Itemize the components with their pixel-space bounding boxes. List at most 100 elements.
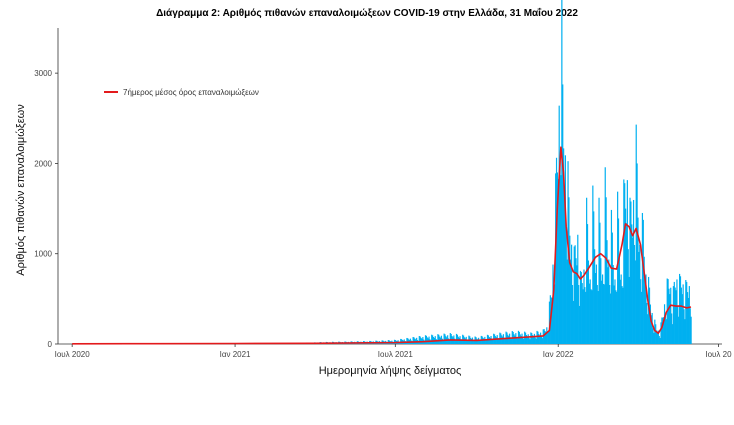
bar — [538, 333, 540, 344]
bar — [678, 316, 680, 344]
bar — [631, 224, 633, 344]
bar — [516, 338, 519, 344]
bar — [653, 332, 655, 344]
bar — [547, 330, 550, 344]
bar — [616, 291, 618, 344]
legend: 7ήμερος μέσος όρος επαναλοιμώξεων — [104, 88, 259, 97]
bar — [524, 332, 527, 344]
bar — [528, 337, 530, 344]
bar — [400, 338, 402, 344]
bar — [607, 267, 609, 344]
bar — [441, 338, 443, 344]
bar — [522, 337, 524, 344]
bar — [605, 197, 607, 344]
bar — [595, 264, 597, 344]
bar — [526, 336, 528, 344]
bar — [535, 338, 537, 344]
bars-layer — [314, 0, 692, 345]
bar — [431, 334, 433, 344]
bar — [527, 334, 529, 344]
bar — [602, 283, 605, 344]
bar — [508, 336, 510, 344]
bar — [647, 314, 649, 344]
bar — [497, 338, 499, 344]
bar — [665, 319, 667, 344]
bar — [434, 336, 436, 344]
bar — [467, 340, 469, 344]
bar — [482, 337, 484, 344]
bar — [418, 336, 420, 344]
bar — [580, 272, 582, 344]
bar — [560, 175, 562, 344]
bar — [651, 312, 653, 344]
bar — [495, 337, 497, 344]
bar — [442, 339, 444, 344]
bar — [556, 172, 559, 344]
bar — [668, 288, 670, 344]
bar — [424, 335, 427, 344]
bar — [642, 219, 644, 344]
bar — [437, 334, 439, 344]
bar — [635, 124, 637, 344]
bar — [685, 280, 687, 344]
bar — [579, 270, 582, 344]
bar — [598, 197, 600, 344]
bar — [412, 336, 414, 344]
bar — [537, 331, 539, 344]
bar — [510, 338, 512, 344]
bar — [617, 218, 620, 344]
bar — [660, 322, 662, 344]
bar — [638, 251, 640, 344]
bar — [689, 308, 691, 344]
bar — [461, 340, 463, 344]
bar — [657, 330, 659, 344]
bar — [682, 284, 684, 344]
bar — [485, 339, 487, 344]
bar — [554, 284, 556, 344]
bar — [470, 338, 473, 344]
bar — [667, 279, 669, 344]
bar — [541, 338, 543, 344]
bar — [663, 317, 665, 344]
bar — [447, 338, 450, 344]
bar — [569, 235, 571, 344]
bar — [609, 293, 612, 344]
x-tick-label: Ιαν 2021 — [220, 350, 251, 359]
bar — [581, 283, 583, 344]
bar — [519, 334, 521, 344]
legend-label-moving-average: 7ήμερος μέσος όρος επαναλοιμώξεων — [123, 88, 259, 97]
bar — [656, 333, 659, 344]
bar — [594, 249, 596, 344]
bar — [431, 335, 434, 344]
bar — [690, 316, 692, 344]
bar — [576, 265, 578, 344]
bar — [559, 160, 561, 344]
bar — [486, 340, 488, 344]
bar — [641, 212, 644, 344]
bar — [620, 274, 622, 344]
bar — [483, 338, 485, 344]
bar — [679, 276, 682, 344]
bar — [422, 337, 424, 344]
bar — [644, 280, 646, 344]
bar — [573, 246, 575, 344]
bar — [603, 284, 605, 344]
bar — [640, 279, 642, 344]
bar — [504, 338, 506, 344]
bar — [648, 276, 650, 344]
bar — [608, 259, 610, 344]
bar — [444, 334, 446, 344]
bar — [407, 338, 409, 344]
bar — [571, 285, 574, 344]
bar — [673, 281, 675, 344]
bar — [606, 240, 608, 344]
bar — [436, 340, 438, 344]
bar — [534, 337, 536, 344]
bar — [601, 280, 603, 344]
x-tick-label: Ιουλ 2020 — [55, 350, 91, 359]
bar — [501, 336, 504, 344]
bar — [587, 260, 590, 344]
bar — [564, 155, 566, 344]
bar — [561, 0, 563, 345]
